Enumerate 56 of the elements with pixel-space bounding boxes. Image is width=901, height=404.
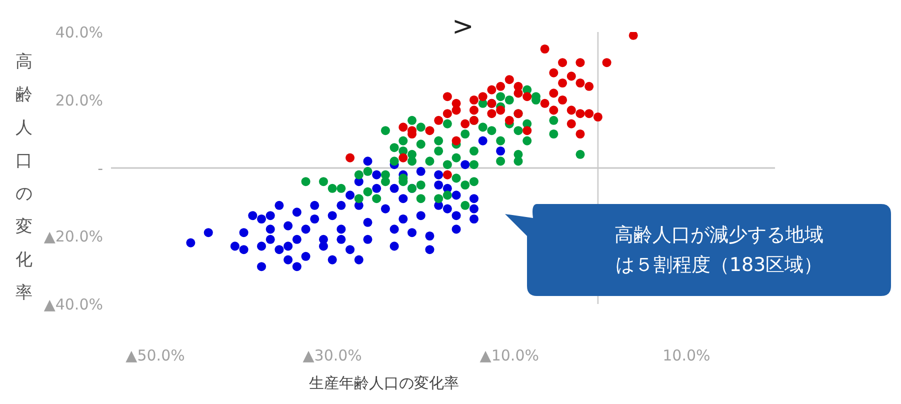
y-tick-label: - bbox=[98, 159, 103, 178]
point bbox=[558, 95, 568, 105]
point bbox=[434, 116, 444, 125]
point bbox=[452, 98, 461, 108]
point bbox=[549, 68, 558, 78]
point bbox=[628, 32, 638, 40]
x-axis-title: 生産年齢人口の変化率 bbox=[309, 374, 459, 392]
point bbox=[576, 109, 585, 118]
x-tick-label: ▲30.0% bbox=[302, 346, 362, 365]
y-axis-title: 高齢人口の変化率 bbox=[14, 51, 34, 305]
point bbox=[566, 72, 576, 81]
point bbox=[496, 82, 506, 91]
point bbox=[558, 58, 568, 68]
point bbox=[469, 106, 478, 115]
point bbox=[442, 92, 452, 102]
annotation: > bbox=[452, 12, 474, 42]
point bbox=[602, 58, 612, 68]
point bbox=[566, 106, 576, 115]
x-tick-label: ▲50.0% bbox=[126, 346, 185, 365]
point bbox=[496, 106, 506, 115]
point bbox=[504, 75, 514, 84]
point bbox=[460, 119, 470, 128]
point bbox=[514, 82, 523, 91]
point bbox=[576, 129, 585, 139]
y-tick-label: ▲40.0% bbox=[44, 295, 103, 314]
point bbox=[576, 78, 585, 88]
point bbox=[549, 106, 558, 115]
point bbox=[487, 85, 496, 94]
y-tick-label: 20.0% bbox=[55, 91, 103, 110]
x-tick-label: ▲10.0% bbox=[480, 346, 539, 365]
point bbox=[425, 126, 434, 136]
point bbox=[593, 112, 602, 122]
point bbox=[398, 122, 408, 132]
y-tick-label: 40.0% bbox=[55, 23, 103, 42]
point bbox=[584, 82, 594, 91]
point bbox=[478, 92, 488, 102]
point bbox=[540, 98, 550, 108]
point bbox=[522, 92, 532, 102]
point bbox=[522, 126, 532, 136]
point bbox=[566, 119, 576, 128]
point bbox=[398, 153, 408, 162]
point bbox=[576, 58, 585, 68]
annotation: 高齢人口が減少する地域は５割程度（183区域） bbox=[614, 223, 824, 278]
point bbox=[584, 109, 594, 118]
point bbox=[558, 78, 568, 88]
point bbox=[487, 109, 496, 118]
point bbox=[504, 116, 514, 125]
point bbox=[540, 44, 550, 54]
point bbox=[442, 170, 452, 180]
point bbox=[442, 109, 452, 118]
y-tick-label: ▲20.0% bbox=[44, 227, 103, 246]
x-tick-label: 10.0% bbox=[662, 346, 710, 365]
point bbox=[452, 136, 461, 146]
point bbox=[346, 153, 355, 162]
point bbox=[469, 95, 478, 105]
point bbox=[549, 88, 558, 98]
